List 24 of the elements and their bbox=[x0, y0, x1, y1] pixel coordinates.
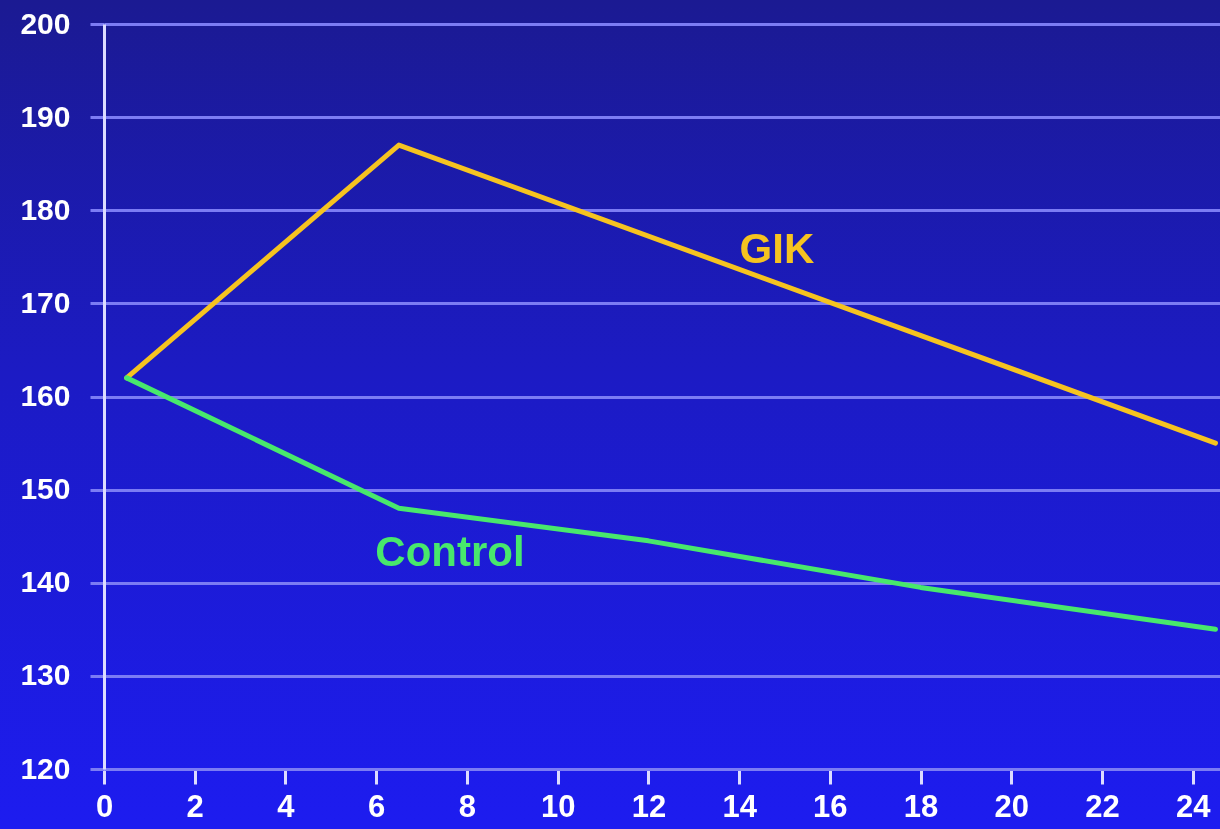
x-tick-label: 4 bbox=[277, 788, 296, 824]
x-tick-label: 12 bbox=[631, 788, 667, 824]
x-tick-label: 6 bbox=[368, 788, 386, 824]
y-tick-label: 130 bbox=[20, 658, 71, 692]
y-tick-label: 180 bbox=[20, 192, 71, 226]
y-tick-label: 190 bbox=[20, 99, 71, 133]
y-tick-label: 200 bbox=[20, 6, 71, 40]
x-tick-label: 10 bbox=[540, 788, 576, 824]
x-tick-label: 14 bbox=[722, 788, 758, 824]
y-tick-label: 140 bbox=[20, 565, 71, 599]
x-tick-label: 16 bbox=[813, 788, 848, 824]
x-tick-label: 0 bbox=[95, 788, 114, 824]
x-tick-label: 8 bbox=[458, 788, 477, 824]
y-tick-label: 120 bbox=[20, 751, 71, 785]
x-tick-label: 18 bbox=[903, 788, 939, 824]
y-tick-label: 160 bbox=[20, 379, 71, 412]
x-tick-label: 22 bbox=[1085, 788, 1120, 824]
y-tick-label: 150 bbox=[20, 472, 71, 506]
y-tick-label: 170 bbox=[20, 285, 71, 319]
x-tick-label: 24 bbox=[1176, 788, 1212, 824]
series-label: GIK bbox=[739, 225, 815, 273]
series-label: Control bbox=[375, 527, 525, 575]
x-tick-label: 20 bbox=[994, 788, 1030, 824]
x-tick-label: 2 bbox=[186, 788, 204, 824]
